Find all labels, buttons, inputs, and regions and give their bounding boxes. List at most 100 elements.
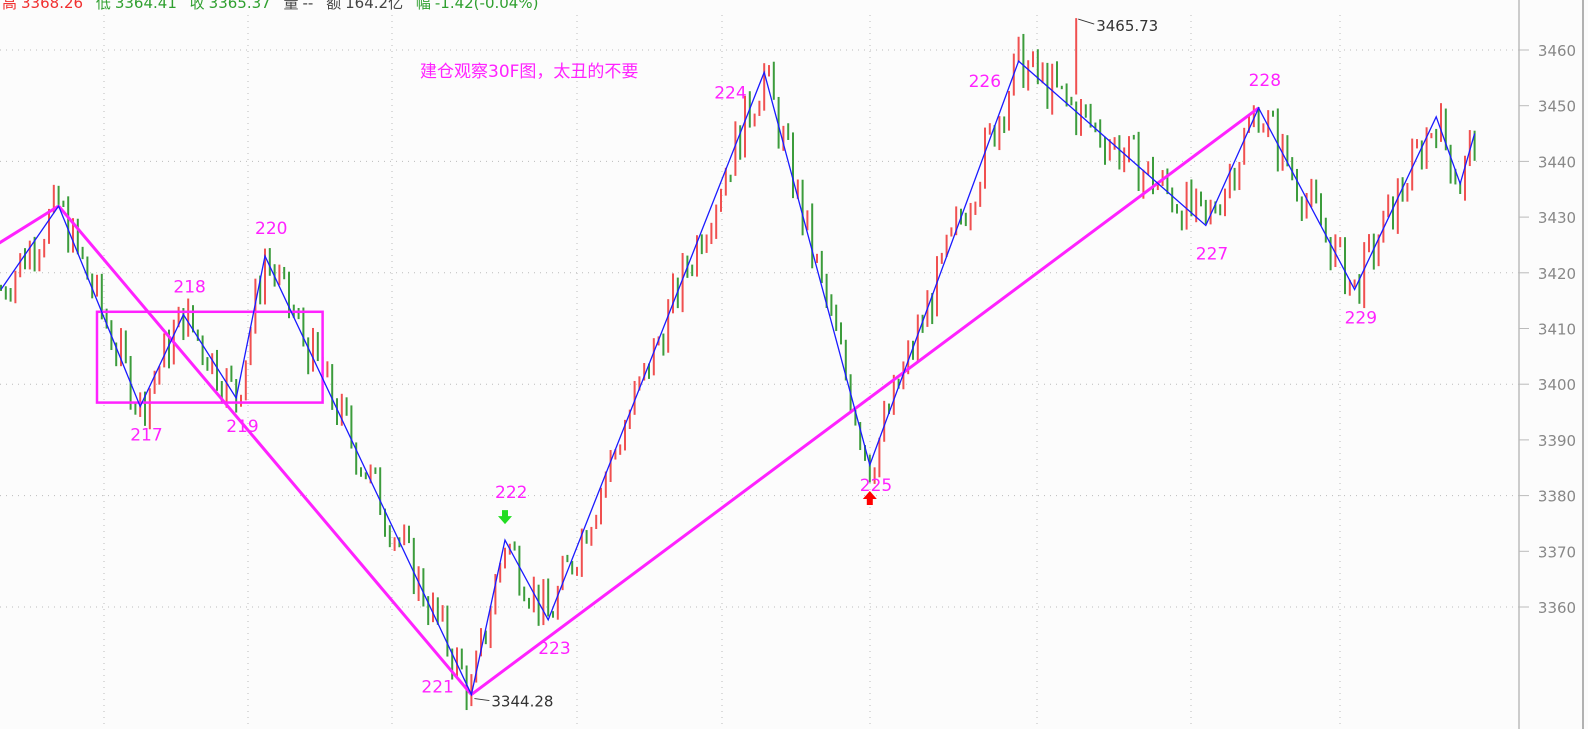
- ohlc-bar: [1156, 181, 1159, 191]
- ohlc-bar: [590, 526, 593, 546]
- ohlc-bar: [1372, 233, 1375, 270]
- ohlc-bar: [480, 628, 482, 657]
- ohlc-bar: [307, 337, 310, 375]
- ohlc-bar: [475, 650, 478, 683]
- ohlc-bar: [753, 113, 756, 127]
- pivot-label: 219: [226, 417, 258, 437]
- ohlc-bar: [1315, 179, 1318, 204]
- ohlc-bar: [244, 360, 247, 401]
- ohlc-bar: [1416, 139, 1418, 149]
- ohlc-bar: [360, 467, 362, 477]
- axis-tick-label: 3380: [1538, 488, 1576, 506]
- ohlc-bar: [1473, 130, 1476, 161]
- ohlc-bar: [955, 206, 958, 236]
- ohlc-bar: [153, 370, 156, 394]
- ohlc-bar: [1132, 134, 1135, 140]
- pivot-label: 223: [538, 639, 570, 659]
- ohlc-bar: [24, 248, 26, 270]
- ohlc-bar: [120, 328, 122, 367]
- high-value: 高 3368.26: [2, 0, 84, 12]
- ohlc-bar: [835, 304, 838, 332]
- ohlc-bar: [940, 252, 943, 264]
- ohlc-bar: [1166, 168, 1169, 195]
- axis-tick-label: 3430: [1538, 209, 1576, 227]
- ohlc-bar: [552, 611, 554, 618]
- ohlc-bar: [1204, 199, 1207, 225]
- ohlc-bar: [1387, 194, 1390, 218]
- ohlc-bar: [14, 270, 17, 304]
- ohlc-bar: [1022, 33, 1025, 88]
- ohlc-bar: [1353, 279, 1356, 288]
- ohlc-bar: [144, 391, 146, 426]
- ohlc-bar: [1238, 161, 1241, 191]
- ohlc-bar: [163, 333, 166, 368]
- annotation-text: 建仓观察30F图，太丑的不要: [420, 62, 638, 82]
- ohlc-bar: [830, 294, 833, 316]
- ohlc-bar: [225, 368, 228, 408]
- ohlc-bar: [1008, 91, 1010, 131]
- ohlc-bar: [1041, 62, 1044, 84]
- ohlc-bar: [446, 605, 449, 657]
- axis-tick-label: 3390: [1538, 432, 1576, 450]
- pivot-label: 226: [969, 72, 1001, 92]
- ohlc-bar: [931, 293, 934, 325]
- ohlc-bar: [643, 363, 646, 381]
- ohlc-bar: [340, 393, 343, 426]
- ohlc-bar: [744, 95, 746, 158]
- ohlc-bar: [710, 222, 713, 245]
- ohlc-bar: [81, 246, 84, 260]
- ohlc-bar: [364, 472, 367, 480]
- ohlc-bar: [921, 314, 924, 333]
- ohlc-bar: [43, 238, 46, 258]
- ohlc-bar: [1425, 127, 1428, 169]
- ohlc-bar: [883, 400, 886, 442]
- ohlc-bar: [700, 234, 703, 255]
- consolidation-box: [95, 310, 324, 404]
- ohlc-bar: [681, 253, 684, 313]
- ohlc-bar: [820, 250, 823, 284]
- pivot-labels: 217 218 219 220 221 222 223 224 225 226 227 228 229 3…: [130, 17, 1377, 710]
- ohlc-bar: [1171, 187, 1174, 213]
- high-value-label: 3465.73: [1096, 17, 1158, 35]
- ohlc-bar: [432, 592, 434, 623]
- ohlc-bar: [888, 403, 890, 415]
- ohlc-bar: [1152, 156, 1154, 195]
- ohlc-bar: [100, 273, 103, 320]
- price-axis: 3460 3450 3440 3430 3420 3410 3400 3390 3380 3370…: [1518, 0, 1584, 729]
- ohlc-bar: [513, 541, 516, 551]
- ohlc-bar: [1348, 279, 1351, 296]
- ohlc-bar: [441, 605, 444, 622]
- ohlc-bar: [48, 208, 50, 244]
- ohlc-bar: [470, 674, 473, 707]
- ohlc-bar: [115, 342, 118, 367]
- ohlc-bar: [1334, 234, 1337, 268]
- ohlc-bar: [1392, 196, 1394, 230]
- ohlc-bar: [4, 286, 7, 300]
- ohlc-bar: [859, 422, 862, 451]
- ohlc-bar: [139, 392, 142, 417]
- pivot-label: 220: [255, 219, 287, 239]
- ohlc-bar: [1248, 114, 1250, 133]
- ohlc-bar: [792, 132, 794, 199]
- ohlc-bar: [777, 96, 780, 149]
- ohlc-bar: [816, 253, 818, 263]
- ohlc-bar: [1291, 157, 1294, 181]
- close-value: 收 3365.37: [189, 0, 271, 12]
- ohlc-bar: [312, 327, 314, 372]
- pivot-label: 217: [130, 425, 162, 445]
- ohlc-bar: [1459, 181, 1462, 194]
- ohlc-bar: [1339, 237, 1342, 248]
- ohlc-bar: [177, 306, 180, 328]
- ohlc-bar: [523, 586, 526, 602]
- ohlc-bar: [763, 63, 766, 111]
- ohlc-bar: [1329, 237, 1332, 271]
- ohlc-bar: [912, 340, 914, 360]
- trendline: [57, 204, 473, 696]
- ohlc-bar: [1209, 199, 1212, 225]
- pivot-label: 221: [421, 678, 453, 698]
- ohlc-bar: [1435, 128, 1438, 149]
- ohlc-bar: [484, 630, 487, 645]
- ohlc-bar: [1267, 110, 1270, 138]
- ohlc-bar: [1113, 137, 1116, 150]
